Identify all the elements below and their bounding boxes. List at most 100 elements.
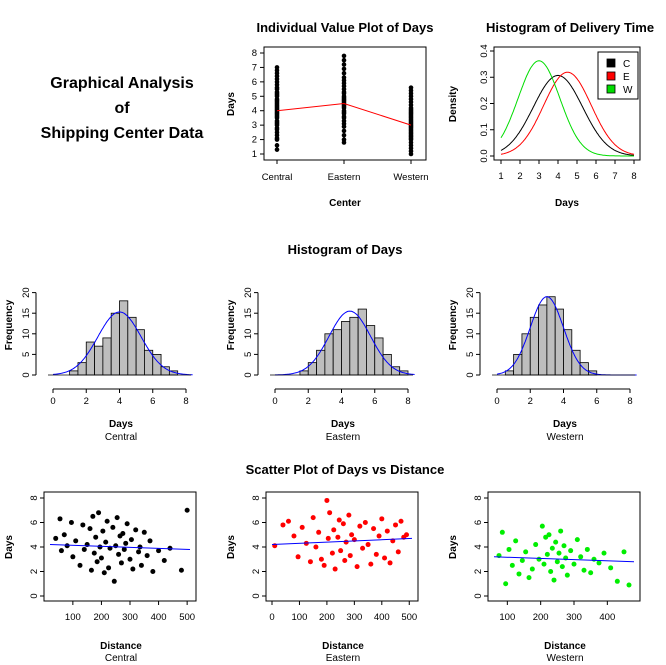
hist-western-xtick-label-2: 4 bbox=[561, 396, 566, 407]
scatter-western-point-19 bbox=[549, 545, 555, 551]
hist-western-ylabel: Frequency bbox=[448, 299, 459, 350]
hist-central-xtick-label-0: 0 bbox=[50, 396, 55, 407]
scatter-central-xtick-label-3: 400 bbox=[151, 612, 167, 623]
scatter-western-ylabel: Days bbox=[448, 535, 459, 559]
hist-western-xtick-label-4: 8 bbox=[627, 396, 632, 407]
scatter-central-point-41 bbox=[133, 527, 139, 533]
hist-eastern-xtick-label-3: 6 bbox=[372, 396, 377, 407]
density-legend-swatch-W bbox=[606, 84, 616, 94]
hist-central-ytick-label-0: 0 bbox=[21, 372, 32, 377]
scatter-central-point-48 bbox=[150, 569, 156, 574]
scatter-central-point-44 bbox=[138, 562, 144, 568]
scatter-central-point-25 bbox=[106, 565, 112, 571]
scatter-eastern-xtick-label-4: 400 bbox=[374, 612, 390, 623]
scatter-central-point-17 bbox=[94, 559, 100, 565]
hist-western-ytick-label-2: 10 bbox=[465, 329, 476, 340]
main-title-line3: Shipping Center Data bbox=[41, 125, 204, 142]
hist-western-xtick-label-0: 0 bbox=[494, 396, 499, 407]
scatter-eastern-point-44 bbox=[395, 549, 401, 555]
scatter-eastern-point-1 bbox=[280, 522, 286, 528]
density-xtick-label-4: 5 bbox=[574, 171, 579, 182]
density-ytick-label-3: 0.3 bbox=[479, 71, 490, 84]
scatter-central-point-37 bbox=[124, 521, 130, 527]
scatter-eastern-point-43 bbox=[393, 522, 399, 528]
scatter-eastern-xtick-label-1: 100 bbox=[292, 612, 308, 623]
scatter-western-point-28 bbox=[564, 572, 570, 578]
scatter-central-point-51 bbox=[167, 545, 173, 551]
scatter-western-point-4 bbox=[509, 562, 515, 568]
density-line-E bbox=[500, 71, 635, 155]
scatter-central-point-29 bbox=[113, 543, 119, 549]
scatter-central-point-33 bbox=[118, 560, 124, 566]
scatter-eastern-point-33 bbox=[365, 542, 371, 548]
density-line-C bbox=[500, 74, 635, 156]
hist-eastern-bar-5 bbox=[341, 321, 351, 376]
scatter-western-point-31 bbox=[574, 537, 580, 543]
ivp-point-1-29 bbox=[341, 66, 347, 72]
scatter-central-xlabel: Distance bbox=[100, 641, 142, 652]
scatter-central-point-28 bbox=[111, 578, 117, 584]
scatter-central-point-20 bbox=[98, 555, 104, 561]
ivp-ytick-label-4: 5 bbox=[252, 91, 257, 102]
scatter-eastern-ylabel: Days bbox=[226, 535, 237, 559]
scatter-central-point-52 bbox=[178, 567, 184, 573]
scatter-western-point-18 bbox=[548, 569, 554, 574]
scatter-eastern-point-2 bbox=[285, 518, 291, 524]
hist-eastern-bar-2 bbox=[316, 349, 326, 376]
hist-central-bar-6 bbox=[110, 312, 120, 376]
hist-eastern-bar-6 bbox=[349, 316, 359, 376]
scatter-central-point-12 bbox=[87, 526, 93, 532]
scatter-western-ytick-label-4: 8 bbox=[473, 495, 484, 500]
scatter-central-point-14 bbox=[90, 513, 96, 519]
scatter-western-point-2 bbox=[503, 581, 509, 587]
scatter-western-point-29 bbox=[568, 548, 574, 554]
scatter-western-point-17 bbox=[546, 532, 552, 538]
hist-central-bar-1 bbox=[69, 370, 79, 376]
hist-eastern-ylabel: Frequency bbox=[226, 299, 237, 350]
scatter-western-ytick-label-0: 0 bbox=[473, 593, 484, 598]
hist-title: Histogram of Days bbox=[288, 242, 403, 257]
scatter-western-xtick-label-1: 200 bbox=[533, 612, 549, 623]
ivp-ytick-label-1: 2 bbox=[252, 135, 257, 146]
hist-central-xtick-label-2: 4 bbox=[117, 396, 122, 407]
hist-eastern-subtitle: Eastern bbox=[326, 432, 360, 443]
scatter-western-xlabel: Distance bbox=[544, 641, 586, 652]
scatter-central-point-27 bbox=[110, 524, 116, 530]
scatter-central-point-19 bbox=[97, 544, 103, 550]
ivp-xtick-label-0: Central bbox=[262, 172, 293, 183]
density-legend-box bbox=[597, 51, 639, 100]
main-title-line2: of bbox=[114, 100, 130, 117]
scatter-western-point-10 bbox=[529, 566, 535, 572]
ivp-point-0-38 bbox=[274, 65, 280, 70]
hist-eastern-bar-4 bbox=[332, 329, 342, 376]
scatter-eastern-frame bbox=[265, 491, 419, 602]
scatter-western-point-26 bbox=[561, 543, 567, 549]
scatter-eastern-point-16 bbox=[329, 550, 335, 556]
hist-central-bar-9 bbox=[135, 329, 145, 376]
density-xtick-label-5: 6 bbox=[593, 171, 598, 182]
scatter-central-point-21 bbox=[100, 528, 106, 534]
scatter-central-xtick-label-4: 500 bbox=[179, 612, 195, 623]
scatter-central-point-8 bbox=[77, 562, 83, 568]
scatter-central-point-1 bbox=[57, 516, 63, 522]
density-xtick-label-0: 1 bbox=[498, 171, 503, 182]
scatter-western-point-40 bbox=[614, 578, 620, 584]
scatter-western-xtick-label-2: 300 bbox=[566, 612, 582, 623]
scatter-western-xtick-label-0: 100 bbox=[499, 612, 515, 623]
scatter-western-point-30 bbox=[571, 561, 577, 567]
density-ylabel: Density bbox=[448, 86, 459, 123]
ivp-xtick-label-1: Eastern bbox=[328, 172, 361, 183]
hist-eastern-normal-curve bbox=[275, 310, 415, 376]
scatter-western-ytick-label-3: 6 bbox=[473, 520, 484, 525]
hist-western-bar-6 bbox=[554, 308, 564, 376]
scatter-western-point-36 bbox=[591, 556, 597, 562]
ivp-point-1-28 bbox=[341, 70, 347, 76]
scatter-eastern-point-20 bbox=[336, 517, 342, 523]
scatter-central-point-36 bbox=[123, 540, 129, 546]
scatter-central-point-10 bbox=[81, 546, 87, 552]
hist-eastern-ytick-label-3: 15 bbox=[243, 308, 254, 319]
scatter-eastern-point-39 bbox=[382, 555, 388, 561]
scatter-eastern-point-32 bbox=[362, 520, 368, 525]
scatter-central-ytick-label-4: 8 bbox=[29, 495, 40, 500]
ivp-ytick-label-7: 8 bbox=[252, 48, 257, 59]
